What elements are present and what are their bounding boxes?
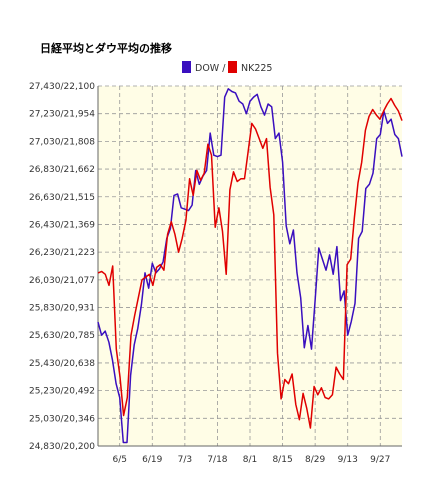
legend-swatch	[182, 61, 191, 73]
y-tick-label: 25,030/20,346	[29, 414, 95, 424]
y-tick-label: 26,830/21,662	[29, 165, 95, 175]
x-tick-label: 6/5	[112, 455, 126, 465]
x-tick-label: 9/13	[338, 455, 358, 465]
y-tick-label: 27,430/22,100	[29, 82, 95, 92]
x-tick-label: 7/18	[207, 455, 227, 465]
x-axis-ticks: 6/5 6/19 7/3 7/18 8/1 8/15 8/29 9/13 9/27	[112, 455, 390, 465]
series-line-nk225	[97, 97, 403, 429]
series-layer	[97, 88, 403, 444]
y-tick-label: 25,430/20,638	[29, 359, 95, 369]
y-tick-label: 26,230/21,223	[29, 248, 95, 258]
y-tick-label: 27,230/21,954	[29, 110, 95, 120]
x-tick-label: 8/29	[305, 455, 325, 465]
legend-label: DOW /	[195, 63, 226, 74]
x-tick-label: 8/1	[243, 455, 257, 465]
legend: DOW / NK225	[182, 61, 272, 74]
chart-title: 日経平均とダウ平均の推移	[40, 42, 172, 55]
series-line-dow	[97, 88, 403, 444]
y-tick-label: 26,630/21,515	[29, 193, 95, 203]
legend-swatch	[228, 61, 237, 73]
x-tick-label: 9/27	[370, 455, 390, 465]
y-tick-label: 27,030/21,808	[29, 137, 95, 147]
y-tick-label: 24,830/20,200	[29, 442, 95, 452]
y-tick-label: 25,830/20,931	[29, 304, 95, 314]
y-tick-label: 25,630/20,785	[29, 331, 95, 341]
x-tick-label: 7/3	[178, 455, 192, 465]
legend-label: NK225	[241, 63, 272, 74]
y-tick-label: 26,430/21,369	[29, 220, 95, 230]
y-axis-ticks: 27,430/22,100 27,230/21,954 27,030/21,808 2…	[29, 82, 95, 452]
x-tick-label: 8/15	[272, 455, 292, 465]
gridlines	[97, 85, 402, 447]
y-tick-label: 26,030/21,077	[29, 276, 95, 286]
x-tick-label: 6/19	[142, 455, 162, 465]
y-tick-label: 25,230/20,492	[29, 387, 95, 397]
